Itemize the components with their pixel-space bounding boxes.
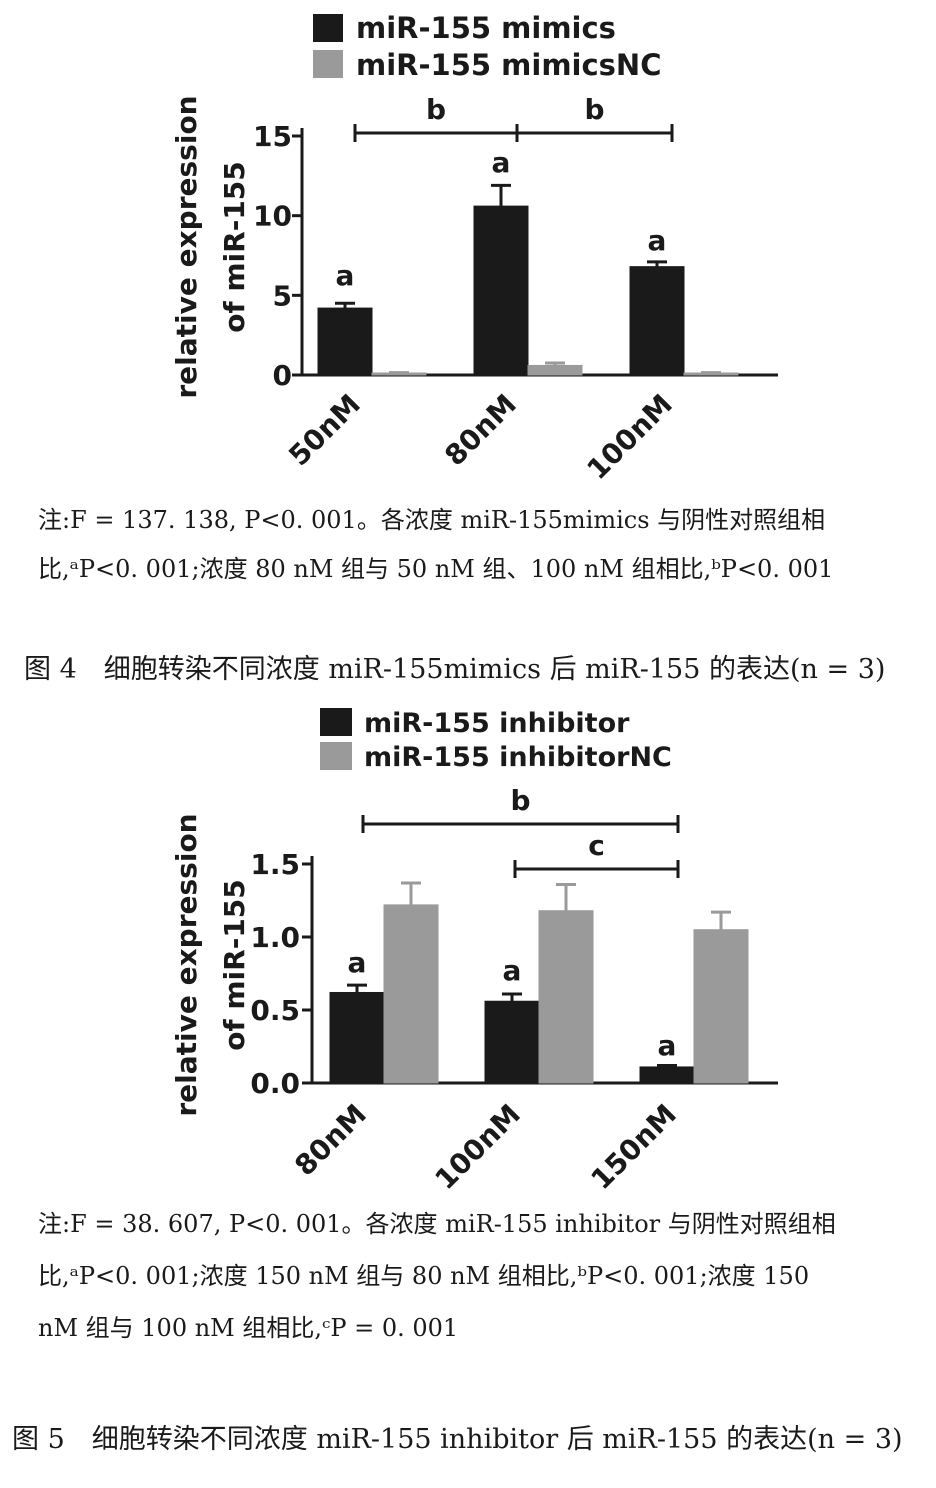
fig4-legend: miR-155 mimics miR-155 mimicsNC [313,11,661,82]
fig4-legend-label-mimicsnc: miR-155 mimicsNC [356,48,661,82]
fig4-legend-swatch-mimicsnc [313,50,343,78]
fig5-note-line1: 注:F = 38. 607, P<0. 001。各浓度 miR-155 inhi… [38,1210,836,1238]
fig5-bar-treatment [329,991,385,1084]
fig4-category-label: 80nM [438,388,523,473]
fig5-bar-treatment [639,1066,695,1084]
fig5-annotation-label: a [658,1029,677,1062]
fig5-y-axis-label: of miR-155 [218,879,251,1051]
fig4-y-axis-label: relative expression [170,95,203,398]
fig4-note-line2: 比,ᵃP<0. 001;浓度 80 nM 组与 50 nM 组、100 nM 组… [38,555,833,583]
fig4-bar-control [527,364,583,376]
fig5-bar-treatment [484,1000,540,1084]
fig5-legend-swatch-inhibitornc [320,742,352,770]
fig5-bar-control [538,910,594,1084]
fig4-y-tick-label: 0 [273,359,292,392]
fig4-bar-treatment [317,307,373,376]
fig4-category-label: 50nM [282,388,367,473]
fig5-category-label: 100nM [428,1098,526,1196]
fig4-y-axis-label: of miR-155 [218,161,251,333]
fig4-bracket-label: b [584,93,604,126]
fig5-y-tick-label: 1.0 [250,921,300,954]
fig4-note-line1: 注:F = 137. 138, P<0. 001。各浓度 miR-155mimi… [38,506,825,534]
fig4-y-tick-label: 5 [273,279,292,312]
fig4-annotation-label: a [492,146,511,179]
fig5-bar-control [693,929,749,1084]
fig5-y-tick-label: 0.0 [250,1067,300,1100]
fig5-annotation-label: a [503,954,522,987]
fig5-y-tick-label: 0.5 [250,994,300,1027]
fig5-category-label: 150nM [584,1098,682,1196]
fig4-bar-treatment [629,266,685,376]
fig4-bar-treatment [473,205,529,376]
fig4-legend-swatch-mimics [313,14,343,42]
fig5-bracket-label: c [588,829,605,862]
fig4-annotation-label: a [648,224,667,257]
fig5-caption: 图 5 细胞转染不同浓度 miR-155 inhibitor 后 miR-155… [12,1424,903,1455]
fig5-y-tick-label: 1.5 [250,848,300,881]
fig4-legend-label-mimics: miR-155 mimics [356,11,616,45]
fig5-legend-label-inhibitornc: miR-155 inhibitorNC [364,742,672,773]
fig4-caption: 图 4 细胞转染不同浓度 miR-155mimics 后 miR-155 的表达… [24,654,885,685]
fig4-annotation-label: a [336,259,355,292]
fig4-bar-control [683,372,739,376]
fig5-note-line3: nM 组与 100 nM 组相比,ᶜP = 0. 001 [38,1314,458,1342]
fig5-note-line2: 比,ᵃP<0. 001;浓度 150 nM 组与 80 nM 组相比,ᵇP<0.… [38,1262,809,1290]
fig4-category-label: 100nM [580,388,678,486]
fig5-legend: miR-155 inhibitor miR-155 inhibitorNC [320,708,672,773]
fig4-y-tick-label: 10 [253,200,292,233]
fig5-bar-control [383,904,439,1084]
fig5-annotation-label: a [348,946,367,979]
fig5-y-axis-label: relative expression [170,813,203,1116]
fig5-legend-swatch-inhibitor [320,708,352,736]
fig4-chart: 0 5 10 15 relative expression of miR-155 50nM 8… [170,93,778,486]
fig5-bracket-label: b [510,784,530,817]
fig5-category-label: 80nM [288,1098,373,1183]
fig4-bracket-label: b [426,93,446,126]
fig5-chart: 0.0 0.5 1.0 1.5 relative expression of miR-15… [170,784,778,1196]
fig4-y-tick-label: 15 [253,120,292,153]
fig5-legend-label-inhibitor: miR-155 inhibitor [364,708,630,739]
fig4-bar-control [371,372,427,376]
